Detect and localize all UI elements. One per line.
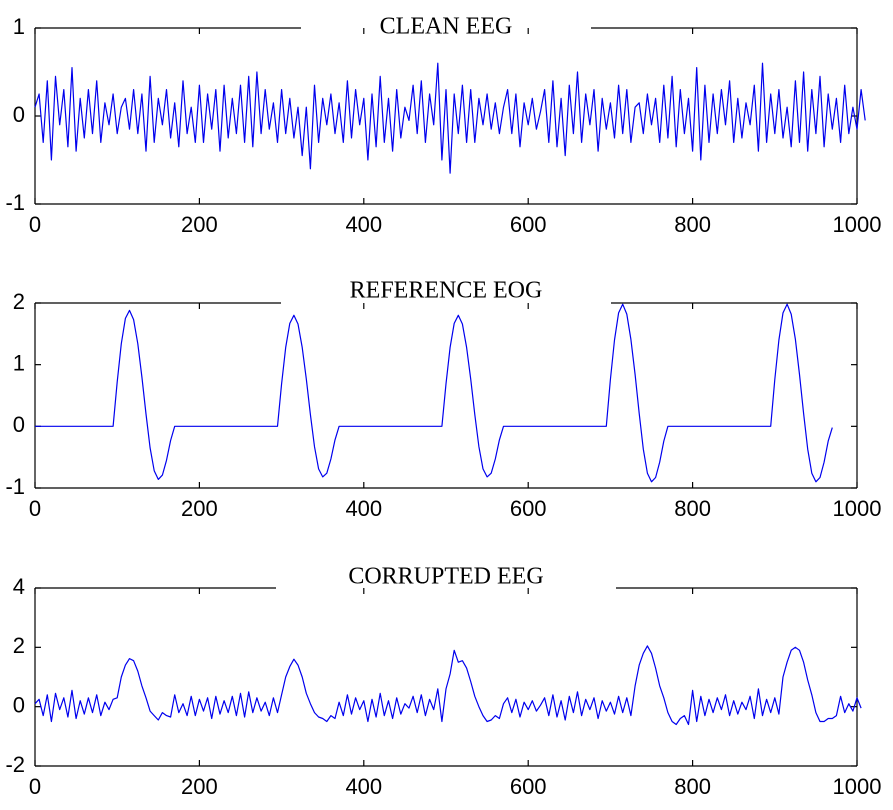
y-tick-label: 2 [13, 633, 25, 658]
signal-line [34, 645, 862, 726]
y-tick-label: -1 [5, 190, 25, 215]
x-tick-label: 1000 [833, 496, 882, 521]
chart-title: REFERENCE EOG [350, 278, 543, 304]
x-tick-label: 200 [181, 496, 218, 521]
signal-line [35, 303, 833, 483]
x-tick-label: 1000 [833, 774, 882, 799]
x-tick-label: 0 [29, 774, 41, 799]
x-tick-label: 200 [181, 212, 218, 237]
y-tick-label: 1 [13, 14, 25, 39]
y-tick-label: 4 [13, 574, 25, 599]
x-tick-label: 600 [510, 496, 547, 521]
x-tick-label: 800 [674, 774, 711, 799]
signal-line [34, 62, 866, 174]
x-tick-label: 800 [674, 212, 711, 237]
chart-title: CORRUPTED EEG [348, 564, 543, 590]
x-tick-label: 1000 [833, 212, 882, 237]
x-tick-label: 600 [510, 212, 547, 237]
x-tick-label: 800 [674, 496, 711, 521]
y-tick-label: 2 [13, 289, 25, 314]
chart-title: CLEAN EEG [380, 14, 513, 40]
y-tick-label: 1 [13, 350, 25, 375]
y-tick-label: 0 [13, 692, 25, 717]
x-tick-label: 0 [29, 496, 41, 521]
x-tick-label: 400 [345, 212, 382, 237]
y-tick-label: -2 [5, 752, 25, 777]
y-tick-label: -1 [5, 474, 25, 499]
y-tick-label: 0 [13, 412, 25, 437]
x-tick-label: 0 [29, 212, 41, 237]
x-tick-label: 400 [345, 774, 382, 799]
y-tick-label: 0 [13, 102, 25, 127]
x-tick-label: 600 [510, 774, 547, 799]
x-tick-label: 400 [345, 496, 382, 521]
x-tick-label: 200 [181, 774, 218, 799]
